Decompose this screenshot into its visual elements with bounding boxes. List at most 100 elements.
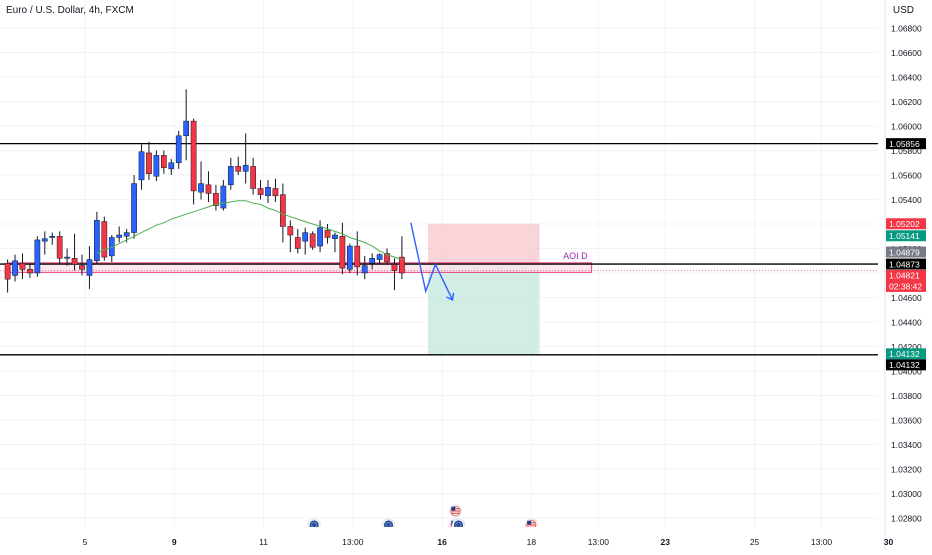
candle-body [190, 120, 197, 192]
candle-body [175, 135, 182, 164]
candle-body [332, 234, 338, 239]
time-tick-label: 13:00 [342, 537, 364, 547]
price-tick-label: 1.05400 [891, 195, 922, 205]
candle-body [235, 166, 242, 172]
candle-body [49, 236, 56, 238]
candle-body [309, 233, 316, 248]
price-tag: 1.04873 [886, 258, 926, 270]
candle-body [213, 193, 219, 206]
candle-body [79, 265, 85, 270]
take-profit-zone [427, 264, 540, 355]
candle-body [123, 232, 130, 237]
candle-body [131, 183, 137, 233]
price-tag-bg [886, 359, 926, 371]
time-tick-label: 13:00 [588, 537, 610, 547]
event-flag-stars [311, 521, 318, 527]
candle-body [294, 237, 301, 249]
time-tick-label: 5 [83, 537, 88, 547]
candle-body [64, 256, 70, 259]
candle-body [56, 236, 63, 259]
aoi-label: AOI D [563, 251, 588, 261]
eu-flag-icon [307, 518, 321, 527]
time-tick-label: 25 [750, 537, 760, 547]
price-tick-label: 1.05800 [891, 146, 922, 156]
candle-body [369, 258, 376, 264]
event-flag-canton [527, 520, 532, 525]
candle-body [198, 183, 204, 193]
price-tick-label: 1.03600 [891, 416, 922, 426]
event-flag-stars [455, 521, 462, 527]
moving-average-line [96, 200, 403, 260]
price-tick-label: 1.06000 [891, 122, 922, 132]
price-tick-label: 1.03200 [891, 465, 922, 475]
candle-body [108, 237, 115, 257]
time-tick-label: 23 [661, 537, 671, 547]
candle-body [250, 166, 256, 189]
candle-body [101, 221, 108, 258]
time-tick-label: 13:00 [811, 537, 833, 547]
candle-body [376, 254, 383, 260]
price-tag: 1.04879 [886, 246, 926, 258]
price-tag-bg [886, 218, 926, 230]
candle-body [220, 185, 227, 209]
candle-body [27, 269, 33, 274]
candle-body [339, 236, 346, 269]
price-axis: 1.02800 1.03000 1.03200 1.03400 1.03600 1.038… [884, 0, 926, 550]
events [307, 504, 538, 527]
price-tick-label: 1.06800 [891, 24, 922, 34]
currency-label: USD [892, 5, 914, 16]
candles [4, 89, 405, 293]
candle-body [71, 258, 78, 265]
price-tick-label: 1.05600 [891, 171, 922, 181]
candle-body [384, 253, 390, 263]
candle-body [4, 262, 11, 280]
price-tag-bg [886, 258, 926, 270]
stop-loss-zone [427, 223, 540, 265]
candle-body [302, 232, 309, 242]
candle-body [153, 155, 160, 177]
price-tags: 1.05856 1.05202 1.05141 1.048791.048731.048… [886, 138, 926, 371]
price-tick-label: 1.06200 [891, 97, 922, 107]
price-tag-bg [886, 138, 926, 150]
candle-body [354, 245, 361, 268]
price-tick-label: 1.04200 [891, 342, 922, 352]
time-tick-label: 30 [884, 537, 894, 547]
event-flag-fill [309, 520, 319, 527]
price-tick-label: 1.02800 [891, 514, 922, 524]
candle-body [138, 151, 145, 181]
candle-body [227, 166, 234, 186]
candle-body [12, 260, 18, 276]
candle-body [317, 227, 323, 247]
price-tag-label: 1.04879 [889, 247, 920, 257]
price-tag: 1.05141 [886, 230, 926, 242]
price-tag-label: 1.05141 [889, 231, 920, 241]
price-tag-bg [886, 246, 926, 258]
candle-body [94, 220, 100, 261]
candle-body [146, 152, 152, 175]
price-tick-label: 1.03800 [891, 391, 922, 401]
price-tag-label: 1.05856 [889, 139, 920, 149]
price-tick-label: 1.04000 [891, 367, 922, 377]
candle-body [86, 259, 93, 276]
event-flag-stars [385, 521, 392, 527]
candle-body [41, 238, 48, 242]
price-tag-label: 1.05202 [889, 219, 920, 229]
symbol-title[interactable]: Euro / U.S. Dollar, 4h, FXCM [6, 5, 134, 16]
price-tag: 1.05856 [886, 138, 926, 150]
price-tag: 1.05202 [886, 218, 926, 230]
price-tick-label: 1.06400 [891, 73, 922, 83]
candle-body [280, 194, 286, 227]
price-tag-countdown: 02:38:42 [889, 281, 922, 291]
price-tag-label: 1.04821 [889, 271, 920, 281]
time-tick-label: 11 [259, 537, 268, 547]
time-tick-label: 9 [172, 537, 177, 547]
price-tick-label: 1.04600 [891, 293, 922, 303]
candle-body [160, 155, 167, 168]
candle-body [168, 162, 175, 170]
candle-body [19, 262, 26, 270]
plot-area: AOI D [0, 89, 878, 527]
candle-body [116, 234, 123, 238]
